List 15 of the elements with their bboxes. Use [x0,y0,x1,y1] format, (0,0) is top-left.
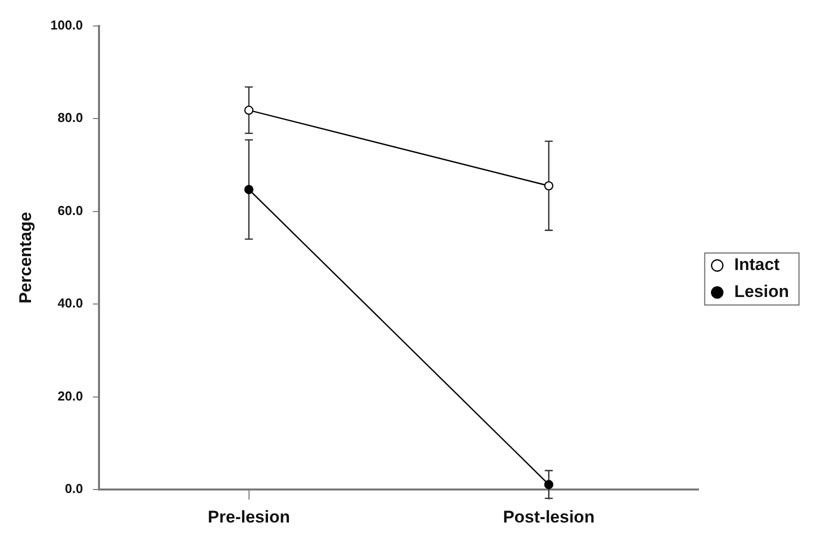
x-tick-label: Pre-lesion [208,507,290,526]
y-tick-label: 0.0 [64,481,83,496]
y-tick-label: 40.0 [58,296,83,311]
y-tick-label: 80.0 [58,110,83,126]
x-tick-label: Post-lesion [502,507,595,526]
point [544,480,554,490]
y-tick-label: 20.0 [58,388,83,404]
point [244,184,254,194]
point [544,181,554,190]
point [244,106,254,115]
y-axis-title: Percentage [16,212,35,304]
legend-label: Lesion [734,282,790,302]
y-tick-label: 60.0 [58,202,83,218]
legend-label: Intact [734,255,780,274]
y-tick-label: 100.0 [50,17,83,32]
